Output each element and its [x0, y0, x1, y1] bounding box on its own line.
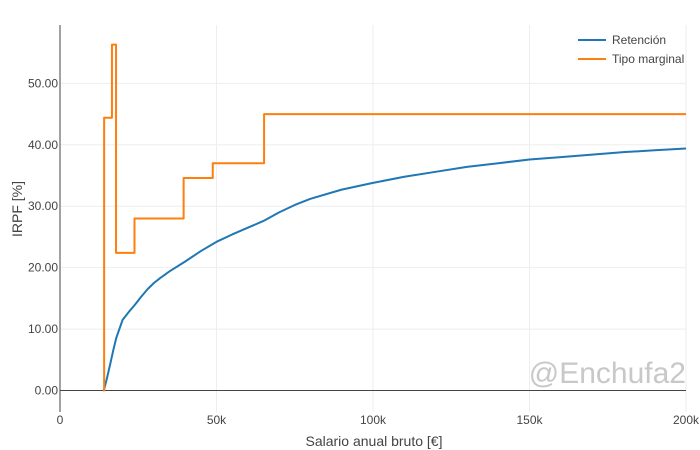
y-axis-title: IRPF [%]: [9, 181, 25, 237]
y-tick-label: 10.00: [28, 322, 58, 336]
x-tick-label: 200k: [673, 413, 700, 427]
y-tick-label: 40.00: [28, 138, 58, 152]
y-tick-label: 20.00: [28, 261, 58, 275]
legend-label-retencion[interactable]: Retención: [612, 33, 666, 47]
x-tick-label: 150k: [516, 413, 543, 427]
x-axis-ticks: 0 50k 100k 150k 200k: [57, 413, 700, 427]
x-tick-label: 100k: [360, 413, 387, 427]
x-tick-label: 0: [57, 413, 64, 427]
series-lines: [102, 43, 687, 392]
series-line-retencion: [102, 147, 687, 391]
y-tick-label: 30.00: [28, 199, 58, 213]
watermark: @Enchufa2: [529, 357, 686, 390]
y-tick-label: 0.00: [35, 384, 59, 398]
x-axis-title: Salario anual bruto [€]: [306, 433, 443, 449]
series-line-tipo-marginal: [103, 43, 686, 392]
x-tick-label: 50k: [207, 413, 227, 427]
y-axis-ticks: 0.00 10.00 20.00 30.00 40.00 50.00: [28, 76, 58, 397]
legend[interactable]: Retención Tipo marginal: [578, 33, 684, 66]
y-tick-label: 50.00: [28, 76, 58, 90]
gridlines: [60, 25, 687, 412]
legend-label-tipo-marginal[interactable]: Tipo marginal: [612, 52, 684, 66]
